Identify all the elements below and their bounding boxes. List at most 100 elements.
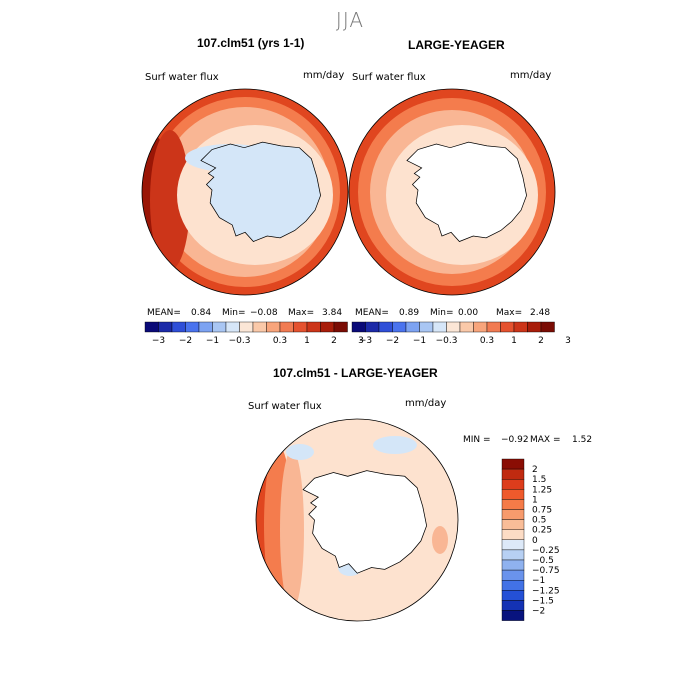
colorbar-swatch xyxy=(501,479,525,490)
colorbar-swatch xyxy=(144,321,159,333)
colorbar-tick-label: −0.3 xyxy=(229,336,251,346)
panel-1-mean-value: 0.84 xyxy=(191,308,212,318)
colorbar-tick-label: −1 xyxy=(206,336,219,346)
colorbar-tick-label: −2 xyxy=(532,607,545,617)
colorbar-tick-label: 3 xyxy=(565,336,571,346)
panel-1-max-value: 3.84 xyxy=(322,308,343,318)
colorbar-swatch xyxy=(459,321,474,333)
season-title: JJA xyxy=(335,8,365,32)
colorbar-swatch xyxy=(501,539,525,551)
colorbar-swatch xyxy=(486,321,501,333)
colorbar-swatch xyxy=(501,509,525,520)
colorbar-tick-label: 0.75 xyxy=(532,506,552,516)
colorbar-tick-label: 1 xyxy=(532,495,538,505)
colorbar-tick-label: −1.25 xyxy=(532,586,560,596)
colorbar-swatch xyxy=(185,321,200,333)
colorbar-tick-label: 0.3 xyxy=(480,336,494,346)
map-panel-1 xyxy=(142,89,348,295)
colorbar-swatch xyxy=(378,321,393,333)
panel-1-min-value: −0.08 xyxy=(250,308,278,318)
colorbar-swatch xyxy=(501,569,525,581)
colorbar-swatch xyxy=(252,321,267,333)
panel-1-units: mm/day xyxy=(303,70,345,81)
colorbar-swatch xyxy=(158,321,173,333)
colorbar-tick-label: 2 xyxy=(538,336,544,346)
colorbar-swatch xyxy=(306,321,321,333)
colorbar-tick-label: −0.5 xyxy=(532,556,554,566)
colorbar-panel-1: −3 −2 −1 −0.3 0.3 1 2 3 xyxy=(144,321,364,346)
colorbar-tick-label: 2 xyxy=(532,465,538,475)
diff-min-label: MIN = xyxy=(463,435,491,445)
colorbar-difference: 21.51.2510.750.50.250−0.25−0.5−0.75−1−1.… xyxy=(501,458,560,621)
panel-1-min-label: Min= xyxy=(222,308,246,318)
diff-min-value: −0.92 xyxy=(501,435,529,445)
colorbar-swatch xyxy=(501,489,525,500)
colorbar-tick-label: −1 xyxy=(532,576,545,586)
colorbar-swatch xyxy=(405,321,420,333)
panel-2-units: mm/day xyxy=(510,70,552,81)
colorbar-tick-label: 1 xyxy=(304,336,310,346)
panel-2-max-label: Max= xyxy=(496,308,523,318)
colorbar-swatch xyxy=(501,529,525,541)
colorbar-tick-label: −0.25 xyxy=(532,546,560,556)
colorbar-tick-label: 0 xyxy=(532,536,538,546)
panel-1-max-label: Max= xyxy=(288,308,315,318)
colorbar-swatch xyxy=(513,321,528,333)
panel-1-mean-label: MEAN= xyxy=(147,308,181,318)
colorbar-swatch xyxy=(171,321,186,333)
panel-1-variable: Surf water flux xyxy=(145,72,219,83)
colorbar-tick-label: −3 xyxy=(152,336,165,346)
panel-1-title: 107.clm51 (yrs 1-1) xyxy=(197,36,305,50)
colorbar-swatch xyxy=(239,321,254,333)
panel-2-max-value: 2.48 xyxy=(530,308,551,318)
panel-2-min-value: 0.00 xyxy=(458,308,479,318)
colorbar-swatch xyxy=(351,321,366,333)
colorbar-swatch xyxy=(501,549,525,561)
colorbar-swatch xyxy=(432,321,447,333)
colorbar-swatch xyxy=(501,600,525,611)
diff-panel-units: mm/day xyxy=(405,398,447,409)
diff-panel-variable: Surf water flux xyxy=(248,401,322,412)
colorbar-swatch xyxy=(446,321,461,333)
colorbar-panel-2: −3 −2 −1 −0.3 0.3 1 2 3 xyxy=(351,321,571,346)
colorbar-swatch xyxy=(501,468,525,480)
colorbar-tick-label: 3 xyxy=(358,336,364,346)
colorbar-swatch xyxy=(501,580,525,591)
colorbar-swatch xyxy=(500,321,515,333)
panel-2-mean-label: MEAN= xyxy=(355,308,389,318)
colorbar-swatch xyxy=(212,321,227,333)
colorbar-swatch xyxy=(365,321,380,333)
colorbar-swatch xyxy=(419,321,434,333)
colorbar-tick-label: 0.3 xyxy=(273,336,287,346)
panel-2-mean-value: 0.89 xyxy=(399,308,420,318)
colorbar-tick-label: 2 xyxy=(331,336,337,346)
diff-panel-title: 107.clm51 - LARGE-YEAGER xyxy=(273,366,438,380)
colorbar-tick-label: 0.5 xyxy=(532,516,546,526)
colorbar-swatch xyxy=(527,321,542,333)
colorbar-swatch xyxy=(540,321,555,333)
colorbar-tick-label: −2 xyxy=(386,336,399,346)
colorbar-tick-label: −1.5 xyxy=(532,596,554,606)
colorbar-swatch xyxy=(501,590,525,601)
colorbar-tick-label: 0.25 xyxy=(532,526,552,536)
colorbar-swatch xyxy=(501,519,525,530)
panel-2-title: LARGE-YEAGER xyxy=(408,38,505,52)
colorbar-swatch xyxy=(333,321,348,333)
colorbar-tick-label: −2 xyxy=(179,336,192,346)
colorbar-swatch xyxy=(501,559,525,571)
colorbar-swatch xyxy=(225,321,240,333)
colorbar-swatch xyxy=(198,321,213,333)
colorbar-swatch xyxy=(320,321,335,333)
colorbar-tick-label: −3 xyxy=(359,336,372,346)
colorbar-swatch xyxy=(501,610,525,621)
colorbar-swatch xyxy=(279,321,294,333)
panel-2-min-label: Min= xyxy=(430,308,454,318)
colorbar-tick-label: −0.75 xyxy=(532,566,560,576)
diff-max-value: 1.52 xyxy=(572,435,593,445)
colorbar-tick-label: 1 xyxy=(511,336,517,346)
colorbar-tick-label: −1 xyxy=(413,336,426,346)
panel-2-variable: Surf water flux xyxy=(352,72,426,83)
map-panel-2 xyxy=(349,89,555,295)
map-difference xyxy=(256,419,458,621)
